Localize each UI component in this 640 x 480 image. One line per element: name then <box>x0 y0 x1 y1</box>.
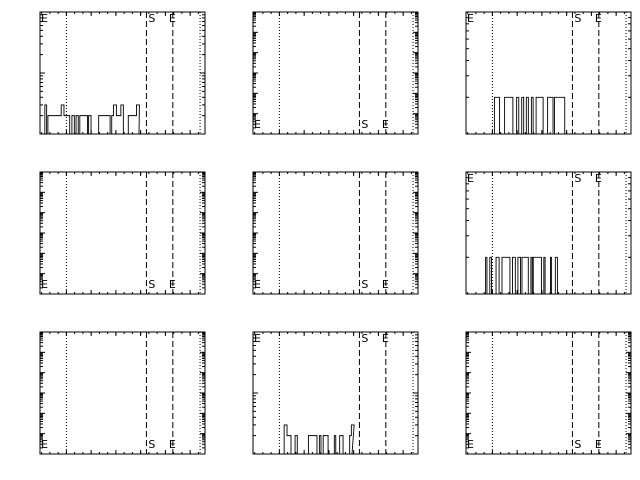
series-events-line <box>281 424 355 455</box>
plot-frame <box>465 11 632 135</box>
series-events-line <box>42 104 140 135</box>
marker-s: S <box>574 12 581 25</box>
marker-e-right: E <box>595 438 602 451</box>
marker-e-right: E <box>169 12 176 25</box>
marker-e-left: E <box>467 12 474 25</box>
series-events-line <box>493 96 568 135</box>
plot-frame <box>465 171 632 295</box>
marker-s: S <box>148 278 155 291</box>
marker-s: S <box>148 12 155 25</box>
marker-e-right: E <box>382 332 389 345</box>
marker-e-right: E <box>382 278 389 291</box>
marker-e-right: E <box>169 438 176 451</box>
marker-s: S <box>361 118 368 131</box>
marker-s: S <box>574 172 581 185</box>
plot-frame <box>252 171 419 295</box>
marker-e-left: E <box>41 438 48 451</box>
marker-s: S <box>574 438 581 451</box>
plot-frame <box>252 11 419 135</box>
plot-frame <box>39 171 206 295</box>
marker-e-left: E <box>467 438 474 451</box>
marker-e-left: E <box>254 118 261 131</box>
marker-e-right: E <box>595 172 602 185</box>
marker-e-left: E <box>467 172 474 185</box>
plot-frame <box>39 331 206 455</box>
marker-e-left: E <box>41 12 48 25</box>
marker-e-left: E <box>254 332 261 345</box>
marker-s: S <box>361 332 368 345</box>
marker-e-right: E <box>169 278 176 291</box>
series-events-line <box>485 256 561 295</box>
plot-frame <box>465 331 632 455</box>
marker-e-left: E <box>41 278 48 291</box>
marker-s: S <box>361 278 368 291</box>
marker-e-right: E <box>382 118 389 131</box>
marker-s: S <box>148 438 155 451</box>
marker-e-right: E <box>595 12 602 25</box>
marker-e-left: E <box>254 278 261 291</box>
